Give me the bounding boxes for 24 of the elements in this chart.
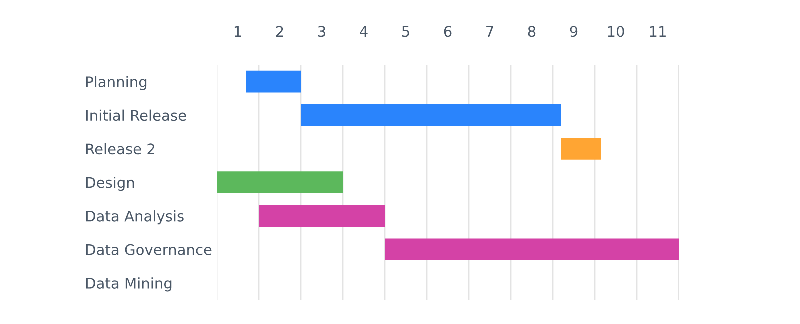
x-tick-label: 10: [608, 26, 624, 38]
y-tick-label: Planning: [86, 76, 147, 90]
y-tick-label: Data Analysis: [86, 210, 184, 225]
x-tick-label: 7: [486, 26, 494, 37]
x-tick-label: 4: [360, 26, 368, 37]
y-tick-label: Design: [86, 176, 134, 192]
bar: [561, 138, 602, 160]
x-tick-label: 2: [276, 26, 284, 37]
x-tick-label: 3: [318, 26, 326, 38]
bar: [259, 205, 385, 227]
bar: [385, 238, 679, 261]
x-tick-label: 9: [570, 26, 578, 38]
x-tick-label: 5: [402, 26, 410, 38]
x-tick-label: 11: [650, 26, 666, 37]
x-tick-label: 6: [444, 26, 452, 38]
y-tick-label: Data Mining: [86, 278, 172, 292]
bar: [301, 104, 562, 126]
bar: [217, 172, 343, 194]
y-tick-label: Data Governance: [86, 244, 212, 256]
bar: [246, 70, 301, 93]
x-tick-label: 1: [234, 26, 242, 37]
y-tick-label: Initial Release: [86, 110, 186, 122]
x-tick-label: 8: [528, 26, 536, 38]
y-tick-label: Release 2: [86, 143, 154, 155]
